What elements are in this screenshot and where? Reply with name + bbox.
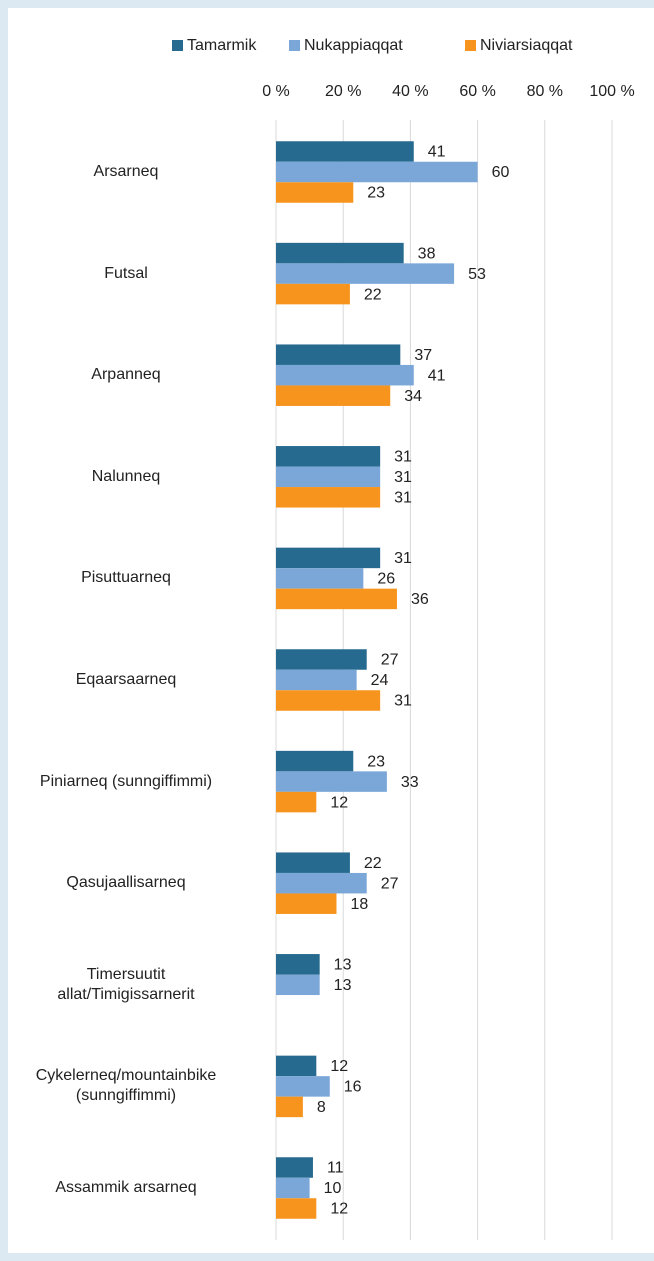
bar — [276, 690, 381, 711]
data-label: 16 — [344, 1079, 362, 1096]
bar — [276, 954, 320, 975]
data-label: 31 — [394, 469, 412, 486]
category-label: Nalunneq — [91, 467, 161, 485]
data-label: 12 — [330, 1201, 348, 1218]
data-label: 12 — [330, 794, 348, 811]
bar — [276, 161, 478, 183]
data-label: 24 — [371, 672, 389, 689]
bar — [276, 446, 381, 467]
bar — [276, 568, 364, 589]
bar — [276, 649, 367, 670]
category-label: Eqaarsaarneq — [75, 671, 177, 688]
data-label: 60 — [492, 164, 510, 181]
bar — [276, 283, 350, 305]
data-label: 33 — [401, 774, 419, 791]
category-label: Pisuttuarneq — [81, 569, 171, 587]
data-label: 27 — [381, 875, 399, 892]
data-label: 31 — [394, 449, 412, 466]
data-label: 13 — [334, 957, 352, 974]
data-label: 41 — [428, 367, 446, 384]
category-label: Timersuutit allat/Timigissarnerit — [57, 965, 195, 1003]
bar — [276, 852, 350, 873]
x-tick-label: 60 % — [459, 83, 495, 100]
bar — [276, 385, 391, 406]
bar — [276, 974, 320, 996]
legend-label: Nukappiaqqat — [304, 37, 403, 54]
data-label: 31 — [394, 550, 412, 567]
bar — [276, 791, 317, 813]
data-label: 11 — [327, 1160, 344, 1177]
data-label: 31 — [394, 490, 412, 507]
legend-label: Niviarsiaqqat — [480, 37, 573, 54]
category-label: Futsal — [104, 264, 148, 282]
bar — [276, 487, 381, 508]
data-label: 23 — [367, 185, 385, 202]
category-label: Piniarneq (sunngiffimmi) — [39, 772, 213, 790]
bar — [276, 893, 337, 914]
data-label: 10 — [324, 1180, 342, 1197]
legend-swatch — [289, 40, 300, 51]
bar — [276, 750, 354, 772]
bar — [276, 344, 401, 365]
bar — [276, 141, 414, 162]
legend-swatch — [465, 40, 476, 51]
panel — [8, 8, 654, 1253]
bar — [276, 872, 367, 894]
data-label: 31 — [394, 693, 412, 710]
data-label: 53 — [468, 266, 486, 283]
data-label: 12 — [330, 1058, 348, 1075]
category-label: Assammik arsarneq — [55, 1179, 197, 1196]
data-label: 26 — [377, 571, 395, 588]
bar — [276, 588, 397, 610]
data-label: 38 — [418, 245, 436, 262]
data-label: 37 — [414, 347, 432, 364]
bar — [276, 242, 404, 264]
bar — [276, 263, 455, 284]
bar — [276, 364, 414, 386]
bar — [276, 547, 381, 569]
data-label: 36 — [411, 591, 429, 608]
legend-label: Tamarmik — [187, 37, 257, 54]
bar — [276, 1055, 317, 1077]
x-tick-label: 80 % — [527, 83, 563, 100]
data-label: 23 — [367, 753, 385, 770]
category-label: Arpanneq — [91, 366, 161, 384]
bar — [276, 669, 357, 691]
bar — [276, 1076, 330, 1097]
data-label: 18 — [350, 896, 368, 913]
category-label: Arsarneq — [93, 163, 159, 180]
x-tick-label: 100 % — [589, 83, 634, 100]
data-label: 22 — [364, 286, 382, 303]
x-tick-label: 40 % — [392, 83, 428, 100]
bar — [276, 771, 387, 792]
x-tick-label: 0 % — [262, 83, 290, 100]
data-label: 34 — [404, 388, 422, 405]
bar — [276, 1157, 313, 1178]
bar — [276, 1177, 310, 1199]
data-label: 41 — [428, 144, 446, 161]
category-label: Qasujaallisarneq — [66, 874, 186, 892]
legend-swatch — [172, 40, 183, 51]
bar — [276, 1198, 317, 1219]
bar — [276, 1096, 303, 1118]
bar — [276, 182, 354, 203]
data-label: 27 — [381, 652, 399, 669]
bar — [276, 466, 381, 488]
category-label: Cykelerneq/mountainbike (sunngiffimmi) — [35, 1067, 217, 1105]
data-label: 13 — [334, 977, 352, 994]
x-tick-label: 20 % — [325, 83, 361, 100]
data-label: 8 — [317, 1099, 326, 1116]
data-label: 22 — [364, 855, 382, 872]
